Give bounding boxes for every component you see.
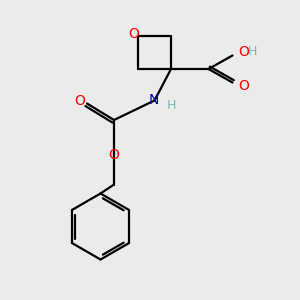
Text: N: N xyxy=(149,93,159,107)
Text: O: O xyxy=(74,94,85,108)
Text: H: H xyxy=(166,99,176,112)
Text: H: H xyxy=(248,45,257,58)
Text: O: O xyxy=(128,27,139,40)
Text: O: O xyxy=(109,148,119,162)
Text: O: O xyxy=(238,79,249,93)
Text: O: O xyxy=(238,45,249,59)
